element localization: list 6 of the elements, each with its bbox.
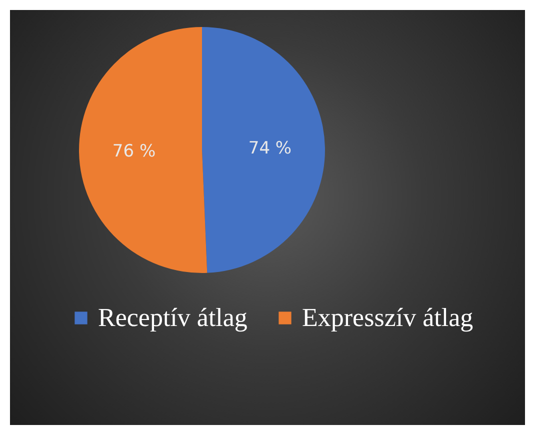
- pie-slice: [79, 27, 208, 273]
- pie-slice: [202, 27, 325, 273]
- data-label: 76 %: [112, 141, 156, 162]
- legend-label: Expresszív átlag: [302, 303, 474, 332]
- legend-label: Receptív átlag: [98, 303, 248, 332]
- data-label: 74 %: [248, 138, 292, 159]
